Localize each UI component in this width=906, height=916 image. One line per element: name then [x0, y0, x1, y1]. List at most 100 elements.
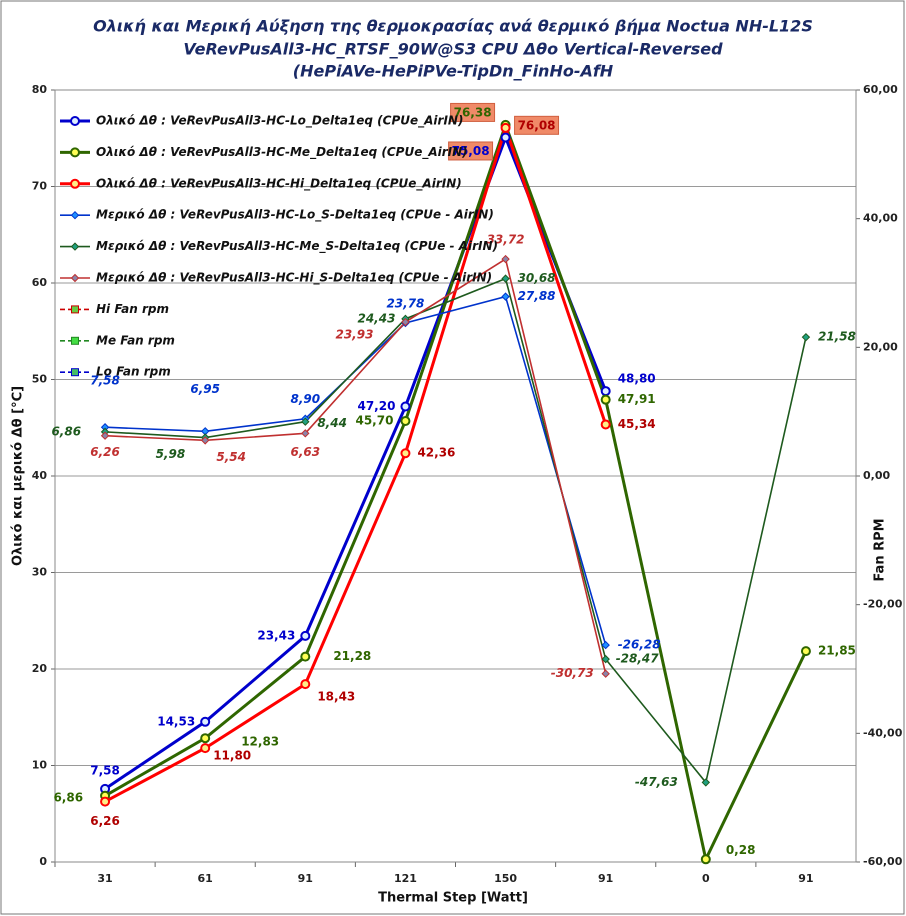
marker: [800, 646, 811, 657]
y-tick-label: 50: [32, 373, 48, 386]
y-tick-label: 40: [32, 469, 48, 482]
data-label: 21,58: [818, 330, 856, 344]
marker: [200, 743, 211, 754]
data-label: 47,20: [357, 399, 395, 413]
marker: [500, 132, 511, 143]
data-label: 18,43: [317, 690, 355, 704]
x-tick-label: 121: [394, 872, 417, 885]
data-label: 76,38: [454, 105, 492, 119]
marker: [70, 178, 80, 189]
data-label: 47,91: [618, 392, 656, 406]
legend-label: Hi Fan rpm: [96, 302, 169, 316]
legend-label: Me Fan rpm: [96, 333, 175, 347]
y-tick-label: 20: [32, 662, 48, 675]
marker: [301, 417, 310, 426]
chart-title: (HePiAVe-HePiPVe-TipDn_FinHo-AfH: [293, 62, 614, 81]
marker: [70, 273, 80, 283]
data-label: 76,08: [518, 118, 556, 132]
y-tick-label: 0: [39, 855, 47, 868]
series-line: [104, 122, 608, 803]
marker: [801, 332, 811, 342]
marker: [501, 274, 510, 283]
marker: [400, 415, 411, 426]
series-markers: [100, 119, 811, 865]
marker: [200, 716, 211, 727]
marker: [300, 651, 311, 662]
x-tick-label: 91: [598, 872, 613, 885]
y2-axis-title: Fan RPM: [873, 518, 888, 581]
y2-tick-label: 0,00: [863, 469, 890, 482]
plot-area: [54, 89, 857, 863]
data-label: 45,70: [355, 413, 393, 427]
x-tick-label: 91: [798, 872, 813, 885]
y-tick-label: 30: [32, 566, 48, 579]
data-label: 7,58: [90, 374, 120, 388]
marker: [501, 254, 510, 264]
data-label: 24,43: [357, 311, 395, 325]
marker: [701, 778, 711, 787]
data-label: 8,90: [291, 392, 321, 406]
marker: [100, 431, 110, 440]
marker: [200, 436, 210, 445]
marker: [71, 305, 79, 314]
x-tick-label: 61: [198, 872, 213, 885]
y2-tick-label: -40,00: [863, 726, 903, 739]
data-label: 8,44: [317, 416, 347, 430]
legend: Ολικό Δθ : VeRevPusAll3-HC-Lo_Delta1eq (…: [60, 114, 498, 379]
marker: [70, 116, 80, 126]
y-tick-label: 10: [32, 759, 48, 772]
data-label: -30,73: [551, 666, 594, 680]
marker: [600, 386, 611, 397]
data-label: 21,85: [818, 644, 856, 658]
marker: [601, 640, 610, 650]
x-tick-label: 91: [298, 872, 313, 885]
data-label: 6,86: [53, 790, 83, 804]
series-line: [105, 257, 607, 674]
legend-label: Ολικό Δθ : VeRevPusAll3-HC-Lo_Delta1eq (…: [96, 114, 463, 129]
marker: [301, 429, 310, 438]
legend-label: Μερικό Δθ : VeRevPusAll3-HC-Hi_S-Delta1e…: [96, 271, 492, 286]
label-box: [448, 141, 494, 161]
data-label: 6,86: [51, 424, 81, 438]
series-line: [104, 120, 808, 864]
legend-label: Μερικό Δθ : VeRevPusAll3-HC-Lo_S-Delta1e…: [96, 208, 494, 223]
data-label: 27,88: [518, 289, 556, 303]
chart-title: Ολική και Μερική Αύξηση της θερμοκρασίας…: [93, 17, 813, 36]
marker: [400, 401, 411, 412]
data-label: -28,47: [616, 652, 660, 666]
data-label: 6,26: [90, 445, 120, 459]
marker: [700, 854, 711, 865]
series-line: [105, 277, 807, 785]
marker: [70, 242, 80, 251]
data-label: 23,43: [257, 628, 295, 642]
data-label: -47,63: [635, 775, 678, 789]
label-box: [450, 102, 496, 122]
marker: [70, 210, 80, 220]
marker: [400, 448, 411, 459]
data-label: 12,83: [241, 735, 279, 749]
series-lines: [104, 120, 808, 864]
data-label: 30,68: [518, 271, 556, 285]
y2-tick-label: 40,00: [863, 212, 898, 225]
data-label: 6,26: [90, 814, 120, 828]
legend-label: Ολικό Δθ : VeRevPusAll3-HC-Hi_Delta1eq (…: [96, 176, 462, 191]
legend-label: Ολικό Δθ : VeRevPusAll3-HC-Me_Delta1eq (…: [96, 145, 468, 160]
marker: [600, 419, 611, 430]
y-tick-label: 70: [32, 180, 48, 193]
marker: [200, 733, 211, 744]
data-label: 6,63: [291, 445, 321, 459]
chart-title: VeRevPusAll3-HC_RTSF_90W@S3 CPU Δθο Vert…: [183, 40, 723, 59]
label-box: [514, 115, 560, 135]
legend-label: Lo Fan rpm: [96, 365, 171, 379]
data-label: 0,28: [726, 843, 756, 857]
data-label: 7,58: [90, 763, 120, 777]
data-label: 21,28: [333, 649, 371, 663]
data-label: 23,78: [386, 297, 424, 311]
legend-label: Μερικό Δθ : VeRevPusAll3-HC-Me_S-Delta1e…: [96, 239, 498, 254]
data-label: 48,80: [618, 372, 656, 386]
x-axis-title: Thermal Step [Watt]: [378, 891, 528, 906]
data-label: -26,28: [618, 638, 661, 652]
marker: [300, 679, 311, 690]
data-label: 14,53: [157, 714, 195, 728]
